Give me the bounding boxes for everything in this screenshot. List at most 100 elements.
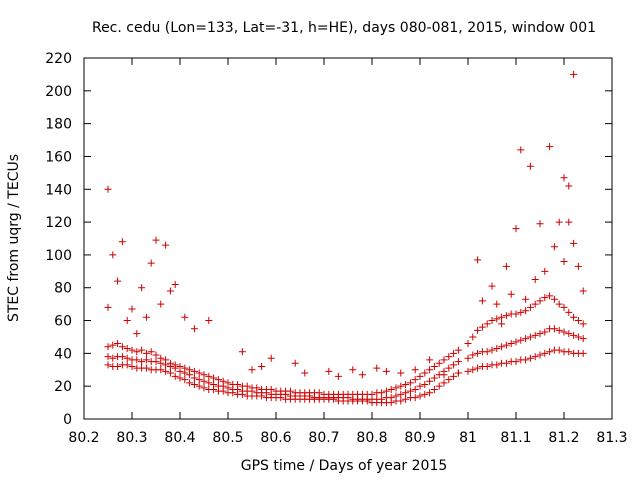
data-point (195, 382, 203, 390)
data-point (565, 218, 573, 226)
data-point (445, 364, 453, 372)
x-axis-label: GPS time / Days of year 2015 (241, 458, 448, 474)
data-point (402, 389, 410, 397)
data-point (118, 238, 126, 246)
data-point (454, 358, 462, 366)
data-point (162, 356, 170, 364)
data-point (373, 364, 381, 372)
plot-frame (83, 57, 613, 420)
data-point (421, 390, 429, 398)
data-point (450, 372, 458, 380)
data-point (258, 362, 266, 370)
data-point (411, 394, 419, 402)
x-tick-label: 80.4 (164, 430, 195, 446)
axes: 0 20 40 60 80 100 120 140 160 180 200 220 80.2 80.3 80… (45, 51, 627, 446)
data-point (382, 367, 390, 375)
data-point (579, 335, 587, 343)
data-point (493, 361, 501, 369)
data-point (426, 356, 434, 364)
data-point (195, 376, 203, 384)
data-point (517, 146, 525, 154)
x-tick-label: 80.3 (116, 430, 147, 446)
data-point (200, 371, 208, 379)
data-point (502, 312, 510, 320)
y-tick-label: 180 (45, 117, 72, 133)
data-point (570, 331, 578, 339)
data-point (200, 384, 208, 392)
data-point (176, 362, 184, 370)
data-point (162, 241, 170, 249)
data-point (349, 366, 357, 374)
data-point (550, 295, 558, 303)
data-point (522, 307, 530, 315)
x-tick-label: 80.5 (212, 430, 243, 446)
data-point (104, 353, 112, 361)
data-point (440, 356, 448, 364)
data-point (195, 369, 203, 377)
data-point (454, 369, 462, 377)
data-point (493, 315, 501, 323)
data-point (517, 308, 525, 316)
data-point (267, 385, 275, 393)
data-point (478, 297, 486, 305)
data-point (123, 361, 131, 369)
data-point (291, 359, 299, 367)
data-point (445, 376, 453, 384)
data-point (560, 174, 568, 182)
data-point (210, 381, 218, 389)
data-point (406, 387, 414, 395)
x-tick-label: 80.6 (260, 430, 291, 446)
data-point (152, 236, 160, 244)
data-point (128, 346, 136, 354)
data-point (109, 354, 117, 362)
data-point (493, 344, 501, 352)
data-point (411, 376, 419, 384)
data-point (171, 372, 179, 380)
data-point (392, 392, 400, 400)
data-point (118, 343, 126, 351)
data-point (205, 379, 213, 387)
data-point (157, 300, 165, 308)
data-point (536, 351, 544, 359)
data-point (253, 384, 261, 392)
data-point (570, 70, 578, 78)
data-point (186, 366, 194, 374)
data-point (181, 313, 189, 321)
data-point (234, 381, 242, 389)
data-point (387, 394, 395, 402)
data-point (162, 367, 170, 375)
data-point (325, 367, 333, 375)
data-point (210, 374, 218, 382)
data-point (190, 367, 198, 375)
data-point (406, 379, 414, 387)
data-point (104, 185, 112, 193)
data-point (483, 320, 491, 328)
chart-title: Rec. cedu (Lon=133, Lat=-31, h=HE), days… (92, 20, 596, 36)
data-point (483, 362, 491, 370)
data-point (411, 366, 419, 374)
data-point (517, 336, 525, 344)
data-point (128, 305, 136, 313)
data-point (464, 367, 472, 375)
data-point (507, 340, 515, 348)
data-point (507, 290, 515, 298)
x-tick-label: 80.9 (404, 430, 435, 446)
data-point (430, 374, 438, 382)
data-point (411, 385, 419, 393)
data-point (109, 341, 117, 349)
y-tick-label: 200 (45, 84, 72, 100)
x-tick-label: 81.1 (500, 430, 531, 446)
data-point (469, 366, 477, 374)
data-point (421, 369, 429, 377)
data-point (493, 300, 501, 308)
data-point (171, 280, 179, 288)
data-point (546, 348, 554, 356)
data-point (502, 359, 510, 367)
data-point (397, 382, 405, 390)
data-point (435, 382, 443, 390)
data-point (397, 397, 405, 405)
data-point (267, 354, 275, 362)
x-tick-label: 81.3 (596, 430, 627, 446)
data-point (450, 349, 458, 357)
data-point (114, 362, 122, 370)
